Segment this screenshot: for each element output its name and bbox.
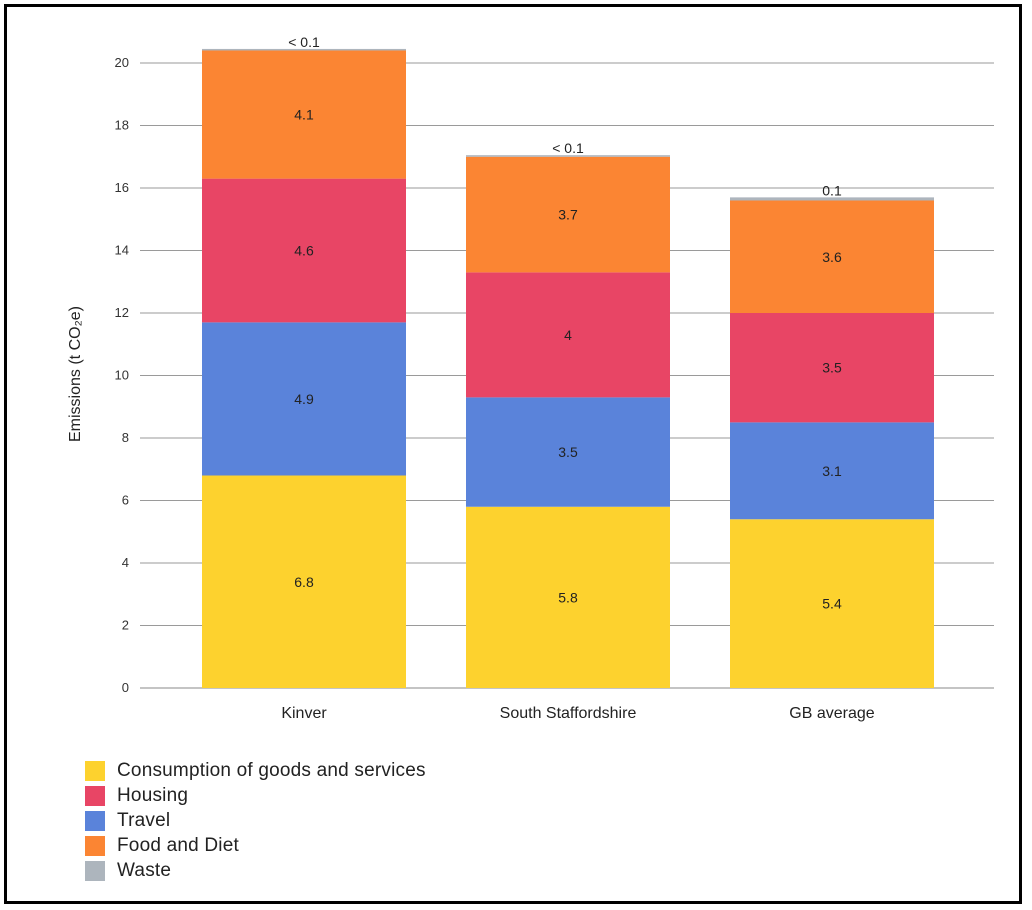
legend-swatch — [85, 786, 105, 806]
legend-item-travel: Travel — [85, 809, 426, 833]
data-label-waste-gb-average: 0.1 — [822, 182, 842, 198]
y-tick-label: 8 — [122, 430, 129, 445]
bar-segment-travel-gb-average — [730, 422, 934, 520]
legend-label: Housing — [117, 785, 189, 806]
bar-segment-housing-south-staffordshire — [466, 272, 670, 398]
legend-label: Food and Diet — [117, 835, 239, 856]
legend-item-consumption-of-goods-and-services: Consumption of goods and services — [85, 759, 426, 783]
bar-segment-food-and-diet-gb-average — [730, 200, 934, 313]
bar-segment-waste-gb-average — [730, 197, 934, 201]
legend-label: Waste — [117, 860, 172, 881]
data-labels: 6.8 4.9 4.6 4.1 < 0.1 5.8 3.5 4 3.7 < 0.1 5.4 3.1 3.… — [288, 34, 842, 612]
stacked-bar-chart: 0 2 4 6 8 10 12 14 16 18 20 6.8 4.9 4.6 4.1 < 0.1 5.8 3.… — [67, 34, 994, 722]
legend-label: Consumption of goods and services — [117, 760, 426, 781]
data-label-waste-south-staffordshire: < 0.1 — [552, 140, 584, 156]
data-label-housing-kinver: 4.6 — [294, 243, 314, 259]
data-label-food-and-diet-south-staffordshire: 3.7 — [558, 207, 578, 223]
y-tick-label: 10 — [115, 368, 129, 383]
y-axis-ticks: 0 2 4 6 8 10 12 14 16 18 20 — [115, 55, 129, 695]
bar-segment-waste-kinver — [202, 48, 406, 51]
data-label-consumption-of-goods-and-services-gb-average: 5.4 — [822, 596, 842, 612]
y-tick-label: 6 — [122, 493, 129, 508]
y-axis-title: Emissions (t CO₂e) — [67, 306, 84, 442]
y-tick-label: 20 — [115, 55, 129, 70]
data-label-travel-kinver: 4.9 — [294, 391, 314, 407]
y-tick-label: 14 — [115, 243, 129, 258]
data-label-consumption-of-goods-and-services-south-staffordshire: 5.8 — [558, 589, 578, 605]
legend-swatch — [85, 811, 105, 831]
legend-swatch — [85, 836, 105, 856]
data-label-travel-south-staffordshire: 3.5 — [558, 444, 578, 460]
bars — [202, 48, 934, 688]
bar-segment-waste-south-staffordshire — [466, 155, 670, 157]
bar-segment-housing-gb-average — [730, 313, 934, 423]
y-tick-label: 0 — [122, 680, 129, 695]
legend-swatch — [85, 761, 105, 781]
legend: Consumption of goods and services Housing… — [85, 759, 426, 883]
bar-segment-consumption-of-goods-and-services-kinver — [202, 475, 406, 688]
x-category-label-gb-average: GB average — [789, 705, 874, 722]
x-category-label-south-staffordshire: South Staffordshire — [500, 705, 637, 722]
y-tick-label: 18 — [115, 118, 129, 133]
y-tick-label: 16 — [115, 180, 129, 195]
data-label-waste-kinver: < 0.1 — [288, 34, 320, 50]
legend-label: Travel — [117, 810, 171, 831]
bar-segment-consumption-of-goods-and-services-south-staffordshire — [466, 506, 670, 688]
data-label-housing-gb-average: 3.5 — [822, 360, 842, 376]
bar-segment-food-and-diet-kinver — [202, 50, 406, 179]
x-category-label-kinver: Kinver — [281, 705, 327, 722]
legend-item-waste: Waste — [85, 859, 426, 883]
data-label-food-and-diet-kinver: 4.1 — [294, 107, 314, 123]
bar-segment-travel-kinver — [202, 322, 406, 476]
y-tick-label: 4 — [122, 555, 129, 570]
legend-item-housing: Housing — [85, 784, 426, 808]
chart-frame: 0 2 4 6 8 10 12 14 16 18 20 6.8 4.9 4.6 4.1 < 0.1 5.8 3.… — [4, 4, 1022, 904]
legend-swatch — [85, 861, 105, 881]
bar-segment-food-and-diet-south-staffordshire — [466, 156, 670, 273]
y-tick-label: 12 — [115, 305, 129, 320]
y-tick-label: 2 — [122, 618, 129, 633]
data-label-housing-south-staffordshire: 4 — [564, 327, 572, 343]
data-label-food-and-diet-gb-average: 3.6 — [822, 249, 842, 265]
legend-item-food-and-diet: Food and Diet — [85, 834, 426, 858]
bar-segment-housing-kinver — [202, 178, 406, 323]
data-label-consumption-of-goods-and-services-kinver: 6.8 — [294, 574, 314, 590]
data-label-travel-gb-average: 3.1 — [822, 463, 842, 479]
bar-segment-travel-south-staffordshire — [466, 397, 670, 507]
x-axis-categories: Kinver South Staffordshire GB average — [281, 705, 874, 722]
bar-segment-consumption-of-goods-and-services-gb-average — [730, 519, 934, 688]
